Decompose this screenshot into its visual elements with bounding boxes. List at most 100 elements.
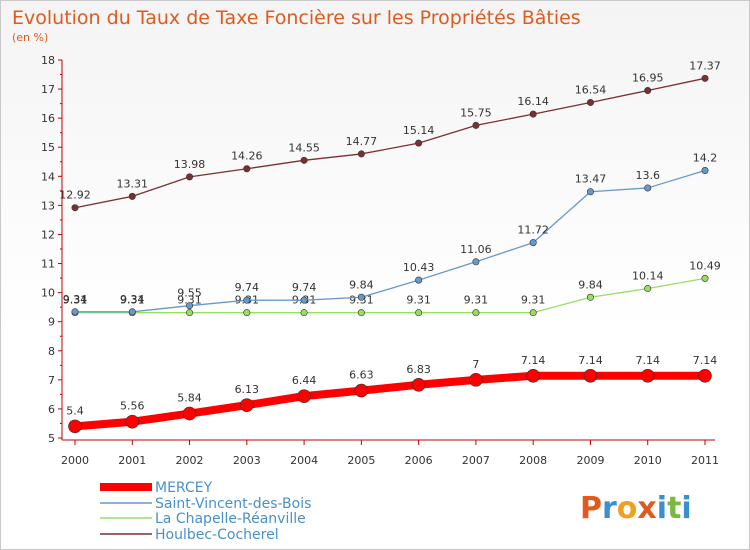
data-label: 9.31	[521, 294, 546, 307]
legend-label: La Chapelle-Réanville	[155, 511, 306, 527]
series-layer: 12.92 13.31 13.98 14.26 14.55 14.77 15.14 15.75…	[59, 59, 721, 434]
data-label: 9.31	[63, 294, 88, 307]
data-point	[698, 368, 712, 383]
data-label: 14.55	[288, 141, 320, 154]
data-point	[357, 150, 365, 158]
logo-letter: o	[617, 491, 638, 526]
y-tick-label: 9	[48, 316, 55, 329]
data-point	[586, 293, 594, 301]
series-0: 5.4 5.56 5.84 6.13 6.44 6.63 6.83 7 7.14 7.14 7.14…	[66, 354, 718, 434]
data-point	[128, 308, 136, 316]
x-tick-label: 2006	[405, 454, 433, 467]
data-point	[243, 165, 251, 173]
data-label: 6.44	[292, 374, 317, 387]
series-line	[74, 77, 706, 209]
data-label: 14.77	[346, 135, 378, 148]
data-point	[529, 110, 537, 118]
x-tick-label: 2003	[233, 454, 261, 467]
data-point	[583, 368, 598, 383]
data-label: 14.2	[693, 151, 718, 164]
data-label: 11.72	[517, 224, 549, 237]
data-label: 9.34	[120, 293, 145, 306]
data-label: 10.49	[689, 259, 721, 272]
data-label: 16.54	[575, 83, 607, 96]
data-point	[243, 296, 251, 304]
data-label: 7.14	[693, 354, 718, 367]
data-label: 12.92	[59, 189, 91, 202]
data-label: 9.34	[63, 293, 88, 306]
data-point	[71, 204, 79, 212]
data-label: 5.4	[66, 404, 84, 417]
data-point	[357, 293, 365, 301]
y-tick-label: 16	[41, 112, 55, 125]
data-point	[472, 258, 480, 266]
data-label: 9.84	[578, 278, 603, 291]
data-point	[357, 309, 365, 317]
data-point	[240, 398, 254, 412]
logo-letter: i	[657, 491, 667, 526]
data-point	[300, 296, 308, 304]
data-label: 5.84	[177, 392, 202, 405]
legend-label: MERCEY	[155, 480, 213, 496]
data-point	[68, 419, 82, 434]
data-point	[701, 274, 709, 282]
x-tick-label: 2008	[519, 454, 547, 467]
data-point	[586, 188, 594, 196]
data-point	[71, 308, 79, 316]
data-label: 6.83	[406, 363, 431, 376]
data-point	[125, 414, 140, 429]
data-label: 10.14	[632, 270, 664, 283]
y-tick-label: 11	[41, 258, 55, 271]
data-point	[128, 192, 136, 200]
chart-subtitle: (en %)	[12, 31, 48, 44]
data-label: 9.74	[235, 281, 260, 294]
y-tick-label: 10	[41, 287, 55, 300]
data-point	[644, 87, 652, 95]
data-label: 7.14	[521, 354, 546, 367]
series-line	[74, 277, 706, 314]
data-label: 13.98	[174, 158, 206, 171]
data-point	[186, 302, 194, 310]
x-tick-label: 2007	[462, 454, 490, 467]
data-label: 7	[472, 358, 479, 371]
series-line	[74, 169, 706, 313]
data-label: 13.31	[117, 177, 149, 190]
data-label: 5.56	[120, 400, 145, 413]
series-line	[71, 371, 709, 431]
data-label: 9.31	[120, 294, 145, 307]
data-point	[354, 383, 369, 398]
y-tick-label: 6	[48, 403, 55, 416]
data-point	[644, 184, 652, 192]
data-point	[469, 373, 483, 387]
data-point	[472, 121, 480, 129]
y-tick-label: 8	[48, 345, 55, 358]
logo-letter: x	[637, 491, 656, 526]
y-tick-label: 17	[41, 83, 55, 96]
data-label: 14.26	[231, 150, 263, 163]
data-label: 13.47	[575, 173, 607, 186]
data-point	[472, 309, 480, 317]
data-point	[300, 156, 308, 164]
y-tick-label: 13	[41, 199, 55, 212]
data-point	[701, 74, 709, 82]
axes: 5 6 7 8 9 10 11 12 13 14 15 16 17 18 2000 2001 2002 2003 2…	[41, 54, 719, 467]
data-point	[182, 406, 197, 421]
data-label: 9.31	[177, 294, 202, 307]
series-1: 9.34 9.34 9.55 9.74 9.74 9.84 10.43 11.06 11.72 1…	[63, 151, 718, 316]
x-tick-label: 2001	[118, 454, 146, 467]
y-tick-label: 7	[48, 374, 55, 387]
data-label: 7.14	[578, 354, 603, 367]
proxiti-logo: Proxiti	[580, 491, 692, 526]
data-label: 17.37	[689, 59, 721, 72]
data-label: 9.84	[349, 278, 374, 291]
logo-letter: t	[667, 491, 681, 526]
data-label: 16.14	[517, 95, 549, 108]
data-label: 10.43	[403, 261, 435, 274]
data-point	[701, 166, 709, 174]
x-tick-label: 2002	[176, 454, 204, 467]
data-label: 9.31	[464, 294, 489, 307]
series-2: 9.319.319.319.319.319.319.319.319.319.84…	[63, 259, 721, 317]
